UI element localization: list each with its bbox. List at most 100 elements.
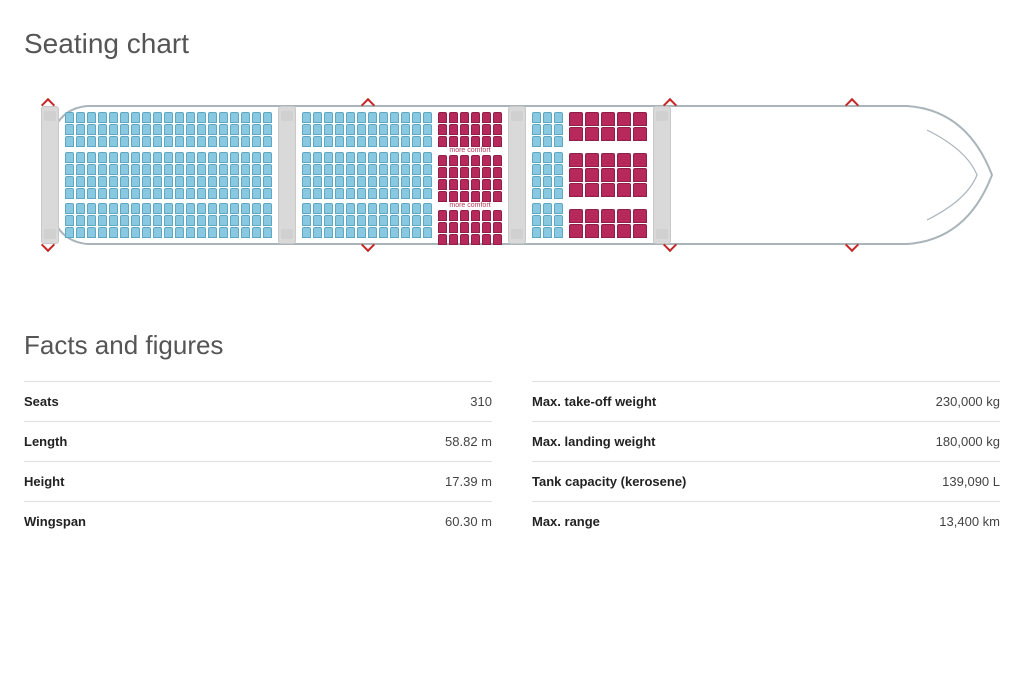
seat[interactable] [153, 136, 162, 147]
seat[interactable] [175, 227, 184, 238]
seat[interactable] [76, 124, 85, 135]
seat[interactable] [76, 176, 85, 187]
seat[interactable] [302, 203, 311, 214]
seat[interactable] [532, 136, 541, 147]
seat[interactable] [302, 152, 311, 163]
seat[interactable] [601, 168, 615, 182]
seat[interactable] [109, 152, 118, 163]
seat[interactable] [197, 152, 206, 163]
seat[interactable] [390, 176, 399, 187]
seat[interactable] [423, 112, 432, 123]
seat[interactable] [76, 188, 85, 199]
seat[interactable] [633, 112, 647, 126]
seat[interactable] [142, 124, 151, 135]
seat[interactable] [460, 136, 469, 147]
seat[interactable] [197, 215, 206, 226]
seat[interactable] [65, 176, 74, 187]
seat[interactable] [263, 215, 272, 226]
seat[interactable] [120, 188, 129, 199]
seat[interactable] [175, 112, 184, 123]
seat[interactable] [482, 222, 491, 233]
seat[interactable] [98, 136, 107, 147]
seat[interactable] [313, 215, 322, 226]
seat[interactable] [324, 227, 333, 238]
seat[interactable] [482, 210, 491, 221]
seat[interactable] [390, 136, 399, 147]
seat[interactable] [554, 164, 563, 175]
seat[interactable] [87, 164, 96, 175]
seat[interactable] [164, 164, 173, 175]
seat[interactable] [252, 152, 261, 163]
seat[interactable] [98, 203, 107, 214]
seat[interactable] [219, 188, 228, 199]
seat[interactable] [186, 152, 195, 163]
seat[interactable] [263, 136, 272, 147]
seat[interactable] [65, 227, 74, 238]
seat[interactable] [186, 227, 195, 238]
seat[interactable] [471, 155, 480, 166]
seat[interactable] [346, 164, 355, 175]
seat[interactable] [617, 168, 631, 182]
seat[interactable] [142, 176, 151, 187]
seat[interactable] [252, 112, 261, 123]
seat[interactable] [324, 164, 333, 175]
seat[interactable] [142, 215, 151, 226]
seat[interactable] [532, 152, 541, 163]
seat[interactable] [493, 222, 502, 233]
seat[interactable] [153, 124, 162, 135]
seat[interactable] [87, 227, 96, 238]
seat[interactable] [87, 152, 96, 163]
seat[interactable] [438, 234, 447, 245]
seat[interactable] [471, 210, 480, 221]
seat[interactable] [346, 124, 355, 135]
seat[interactable] [164, 152, 173, 163]
seat[interactable] [87, 203, 96, 214]
seat[interactable] [449, 124, 458, 135]
seat[interactable] [633, 168, 647, 182]
seat[interactable] [230, 124, 239, 135]
seat[interactable] [98, 188, 107, 199]
seat[interactable] [401, 112, 410, 123]
seat[interactable] [493, 167, 502, 178]
seat[interactable] [252, 164, 261, 175]
seat[interactable] [164, 203, 173, 214]
seat[interactable] [197, 188, 206, 199]
seat[interactable] [175, 203, 184, 214]
seat[interactable] [423, 215, 432, 226]
seat[interactable] [368, 136, 377, 147]
seat[interactable] [120, 203, 129, 214]
seat[interactable] [390, 215, 399, 226]
seat[interactable] [460, 234, 469, 245]
seat[interactable] [241, 215, 250, 226]
seat[interactable] [554, 176, 563, 187]
seat[interactable] [302, 188, 311, 199]
seat[interactable] [197, 164, 206, 175]
seat[interactable] [449, 179, 458, 190]
seat[interactable] [482, 155, 491, 166]
seat[interactable] [131, 188, 140, 199]
seat[interactable] [263, 112, 272, 123]
seat[interactable] [219, 164, 228, 175]
seat[interactable] [153, 164, 162, 175]
seat[interactable] [87, 136, 96, 147]
seat[interactable] [120, 124, 129, 135]
seat[interactable] [252, 176, 261, 187]
seat[interactable] [219, 152, 228, 163]
seat[interactable] [357, 215, 366, 226]
seat[interactable] [335, 164, 344, 175]
seat[interactable] [633, 209, 647, 223]
seat[interactable] [390, 203, 399, 214]
seat[interactable] [357, 112, 366, 123]
seat[interactable] [120, 152, 129, 163]
seat[interactable] [412, 203, 421, 214]
seat[interactable] [208, 152, 217, 163]
seat[interactable] [208, 176, 217, 187]
seat[interactable] [438, 179, 447, 190]
seat[interactable] [76, 203, 85, 214]
seat[interactable] [482, 234, 491, 245]
seat[interactable] [543, 164, 552, 175]
seat[interactable] [482, 167, 491, 178]
seat[interactable] [153, 152, 162, 163]
seat[interactable] [164, 188, 173, 199]
seat[interactable] [543, 188, 552, 199]
